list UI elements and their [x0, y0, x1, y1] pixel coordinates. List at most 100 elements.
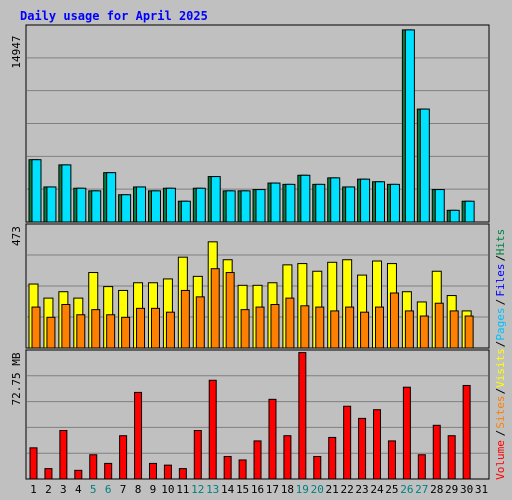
bar-files-day-14 [225, 190, 236, 223]
day-label-2: 2 [45, 483, 52, 496]
bar-volume-day-25-body [387, 440, 396, 480]
bar-sites-day-5-body [91, 309, 101, 349]
bar-files-day-8-body [136, 186, 147, 223]
bar-files-day-14-body [225, 190, 236, 223]
bar-files-day-23 [360, 178, 371, 223]
bar-sites-day-3 [61, 304, 71, 349]
bar-files-day-29 [449, 209, 460, 223]
bar-files-day-11-body [180, 200, 191, 223]
legend-hits-files-pages: Hits / Files / Pages / Visits / Sites / … [494, 229, 507, 480]
legend-sites: Sites [494, 395, 507, 428]
day-label-16: 16 [251, 483, 264, 496]
day-label-14: 14 [221, 483, 235, 496]
bar-volume-day-13 [208, 379, 217, 480]
legend-sep-3: / [494, 341, 507, 348]
bar-volume-day-15-body [238, 459, 247, 480]
bar-sites-day-2-body [46, 316, 56, 349]
bar-sites-day-9 [150, 307, 160, 349]
day-label-4: 4 [75, 483, 82, 496]
bar-files-day-30-body [464, 200, 475, 223]
bar-volume-day-17-body [268, 398, 277, 480]
bar-sites-day-7-body [121, 316, 131, 349]
bar-files-day-12 [195, 187, 206, 223]
bar-volume-day-27-body [417, 454, 426, 480]
legend-visits: Visits [494, 348, 507, 388]
bar-sites-day-17 [270, 304, 280, 349]
bar-volume-day-16 [253, 440, 262, 480]
bar-sites-day-23 [360, 311, 370, 349]
bar-files-day-28-body [434, 189, 445, 223]
bar-files-day-9-body [150, 190, 161, 223]
bar-sites-day-26-body [404, 310, 414, 349]
bar-volume-day-10-body [163, 464, 172, 480]
bar-files-day-22-body [345, 186, 356, 223]
bar-volume-day-1-body [29, 447, 38, 480]
bar-sites-day-6-body [106, 314, 116, 349]
bar-sites-day-20-body [315, 306, 325, 349]
legend-sep-4: / [494, 388, 507, 395]
x-axis-day-labels: 1 2 3 4 5 6 7 8 9 10 11 12 13 14 15 16 17 18 19 20 21 22 23 24 2… [30, 483, 488, 496]
bar-sites-day-14-body [225, 272, 235, 349]
bar-sites-day-18-body [285, 297, 295, 349]
bar-files-day-28 [434, 189, 445, 223]
bar-volume-day-23 [358, 417, 367, 480]
bar-volume-day-3 [59, 430, 68, 480]
bar-volume-day-22-body [343, 405, 352, 480]
bar-sites-day-8 [136, 307, 146, 349]
day-label-24: 24 [370, 483, 384, 496]
bar-sites-day-17-body [270, 304, 280, 349]
legend-hits: Hits [494, 229, 507, 256]
bar-files-day-15 [240, 190, 251, 223]
bar-volume-day-1 [29, 447, 38, 480]
bar-volume-day-29 [447, 435, 456, 480]
bar-sites-day-5 [91, 309, 101, 349]
bar-sites-day-24 [375, 306, 385, 349]
bar-sites-day-12 [195, 296, 205, 349]
bar-volume-day-6 [104, 462, 113, 480]
day-label-11: 11 [176, 483, 189, 496]
bar-volume-day-19-body [298, 352, 307, 480]
bar-volume-day-4 [74, 469, 83, 480]
bar-volume-day-3-body [59, 430, 68, 480]
bar-files-day-19-body [300, 174, 311, 223]
day-label-7: 7 [120, 483, 127, 496]
bar-sites-day-19 [300, 305, 310, 349]
bar-volume-day-11 [178, 468, 187, 480]
bar-volume-day-20 [313, 455, 322, 480]
bar-files-day-21-body [330, 177, 341, 223]
bar-sites-day-27 [419, 315, 429, 349]
bar-volume-day-25 [387, 440, 396, 480]
bar-files-day-30 [464, 200, 475, 223]
bar-files-day-16-body [255, 189, 266, 223]
day-label-3: 3 [60, 483, 67, 496]
bar-volume-day-8 [134, 391, 143, 480]
bar-files-day-6-body [106, 172, 117, 223]
y-label-hits: 14947 [10, 35, 23, 68]
bar-sites-day-18 [285, 297, 295, 349]
bar-volume-day-9 [148, 462, 157, 480]
day-label-31: 31 [475, 483, 488, 496]
bar-sites-day-24-body [375, 306, 385, 349]
bar-volume-day-16-body [253, 440, 262, 480]
bar-files-day-10 [165, 187, 176, 223]
bar-volume-day-15 [238, 459, 247, 480]
bar-files-day-12-body [195, 187, 206, 223]
bar-volume-day-7 [119, 435, 128, 480]
bar-files-day-4-body [76, 187, 87, 223]
bar-sites-day-15 [240, 309, 250, 349]
bar-files-day-1 [31, 159, 42, 223]
bar-sites-day-4 [76, 314, 86, 349]
bar-files-day-5 [91, 190, 102, 223]
bar-files-day-20-body [315, 183, 326, 223]
bar-files-day-22 [345, 186, 356, 223]
bar-volume-day-5-body [89, 454, 98, 480]
legend-pages: Pages [494, 307, 507, 340]
bar-files-day-4 [76, 187, 87, 223]
bar-volume-day-12 [193, 430, 202, 480]
legend-sep-5: / [494, 430, 507, 437]
bar-sites-day-21-body [330, 310, 340, 349]
day-label-5: 5 [90, 483, 97, 496]
bar-volume-day-21-body [328, 436, 337, 480]
bar-sites-day-8-body [136, 307, 146, 349]
bar-files-day-3-body [61, 164, 72, 223]
